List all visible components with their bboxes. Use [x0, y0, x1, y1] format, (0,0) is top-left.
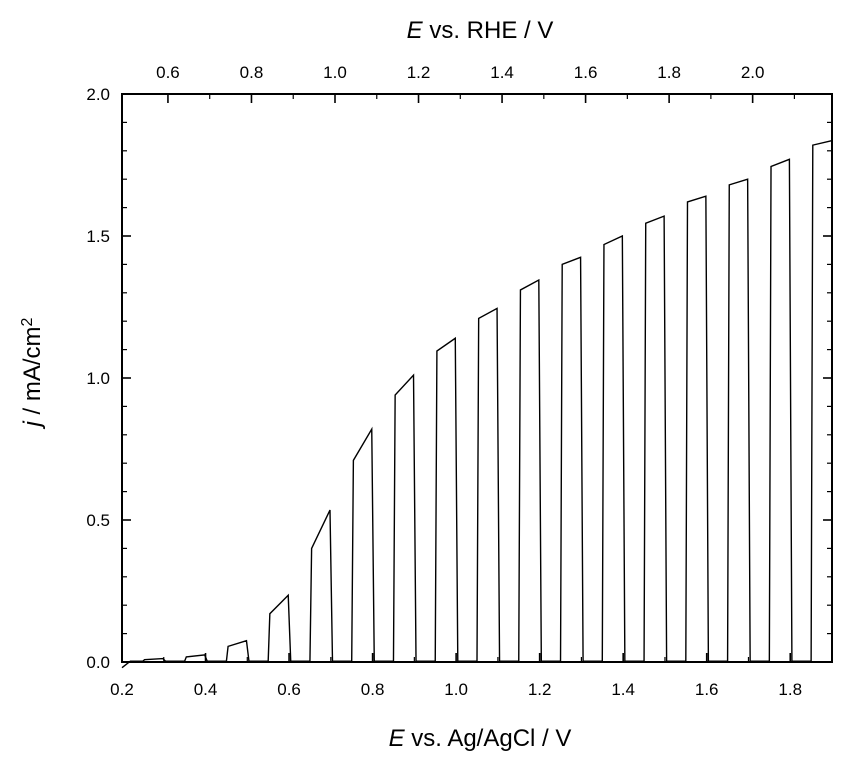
bottom-tick-label: 1.4: [611, 680, 635, 699]
left-tick-label: 2.0: [86, 85, 110, 104]
bottom-tick-label: 1.8: [778, 680, 802, 699]
top-axis-title: E vs. RHE / V: [407, 17, 554, 44]
bottom-tick-label: 0.6: [277, 680, 301, 699]
top-axis-title-italic: E: [407, 17, 424, 44]
top-tick-label: 1.8: [657, 63, 681, 82]
top-tick-label: 2.0: [741, 63, 765, 82]
bottom-tick-label: 0.4: [194, 680, 218, 699]
top-axis-title-rest: vs. RHE / V: [423, 17, 554, 44]
left-axis-title-italic: j: [19, 420, 46, 429]
left-tick-label: 1.5: [86, 227, 110, 246]
left-tick-label: 1.0: [86, 369, 110, 388]
bottom-tick-label: 1.0: [444, 680, 468, 699]
left-axis-title: j / mA/cm2: [19, 317, 47, 429]
bottom-axis-title-rest: vs. Ag/AgCl / V: [405, 725, 572, 752]
top-tick-label: 0.8: [240, 63, 264, 82]
top-tick-label: 1.0: [323, 63, 347, 82]
top-tick-label: 0.6: [156, 63, 180, 82]
top-tick-label: 1.4: [490, 63, 514, 82]
left-tick-label: 0.5: [86, 511, 110, 530]
left-tick-label: 0.0: [86, 653, 110, 672]
bottom-tick-label: 1.6: [695, 680, 719, 699]
bottom-tick-label: 0.8: [361, 680, 385, 699]
left-axis-title-superscript: 2: [19, 317, 36, 326]
bottom-axis-title-italic: E: [389, 725, 406, 752]
bottom-tick-label: 1.2: [528, 680, 552, 699]
top-tick-label: 1.6: [574, 63, 598, 82]
axes-layer: 0.2 0.4 0.6 0.8 1.0 1.2 1.4 1.6 1.8 0.6 0.8 1.0 1.2 1…: [86, 63, 833, 699]
left-axis-title-rest: / mA/cm: [19, 326, 46, 421]
bottom-tick-label: 0.2: [110, 680, 134, 699]
top-tick-label: 1.2: [407, 63, 431, 82]
bottom-axis-title: E vs. Ag/AgCl / V: [389, 725, 572, 752]
